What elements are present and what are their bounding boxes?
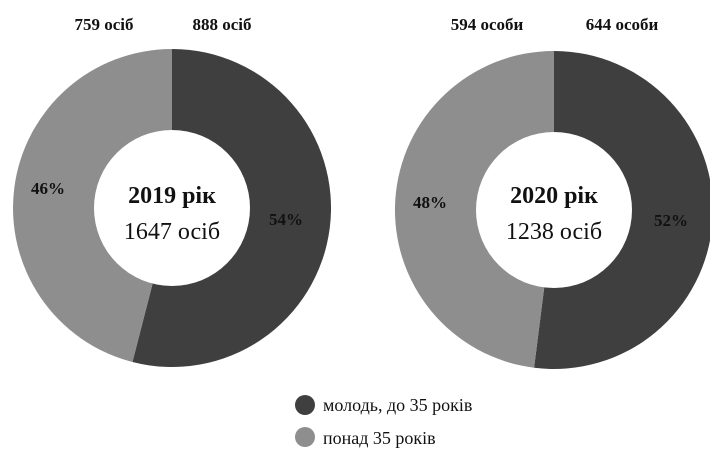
legend-label-youth: молодь, до 35 років bbox=[323, 395, 472, 415]
chart-total-2020: 1238 осіб bbox=[506, 219, 602, 245]
chart-title-2019: 2019 рік bbox=[128, 183, 216, 209]
donut-hole-2020 bbox=[476, 132, 632, 288]
count-label-over35-2020: 594 особи bbox=[451, 15, 524, 34]
legend-swatch-youth bbox=[295, 395, 315, 415]
chart-title-2020: 2020 рік bbox=[510, 183, 598, 209]
count-label-youth-2020: 644 особи bbox=[586, 15, 659, 34]
pct-label-over35-2019: 46% bbox=[31, 179, 65, 198]
count-label-over35-2019: 759 осіб bbox=[74, 15, 133, 34]
donut-chart-2019: 759 осіб 888 осіб 46% 54% 2019 рік 1647 … bbox=[13, 15, 332, 367]
legend-item-youth: молодь, до 35 років bbox=[295, 395, 472, 415]
pct-label-youth-2019: 54% bbox=[269, 210, 303, 229]
legend-item-over35: понад 35 років bbox=[295, 427, 436, 448]
pct-label-youth-2020: 52% bbox=[654, 211, 688, 230]
pct-label-over35-2020: 48% bbox=[413, 193, 447, 212]
legend-swatch-over35 bbox=[295, 427, 315, 447]
donut-chart-2020: 594 особи 644 особи 48% 52% 2020 рік 123… bbox=[394, 15, 710, 369]
donut-slice-over35-2019 bbox=[13, 49, 172, 362]
legend-label-over35: понад 35 років bbox=[323, 428, 436, 448]
count-label-youth-2019: 888 осіб bbox=[192, 15, 251, 34]
donut-hole-2019 bbox=[94, 130, 250, 286]
donut-slice-over35-2020 bbox=[394, 51, 554, 368]
legend: молодь, до 35 років понад 35 років bbox=[295, 395, 472, 448]
chart-total-2019: 1647 осіб bbox=[124, 219, 220, 245]
